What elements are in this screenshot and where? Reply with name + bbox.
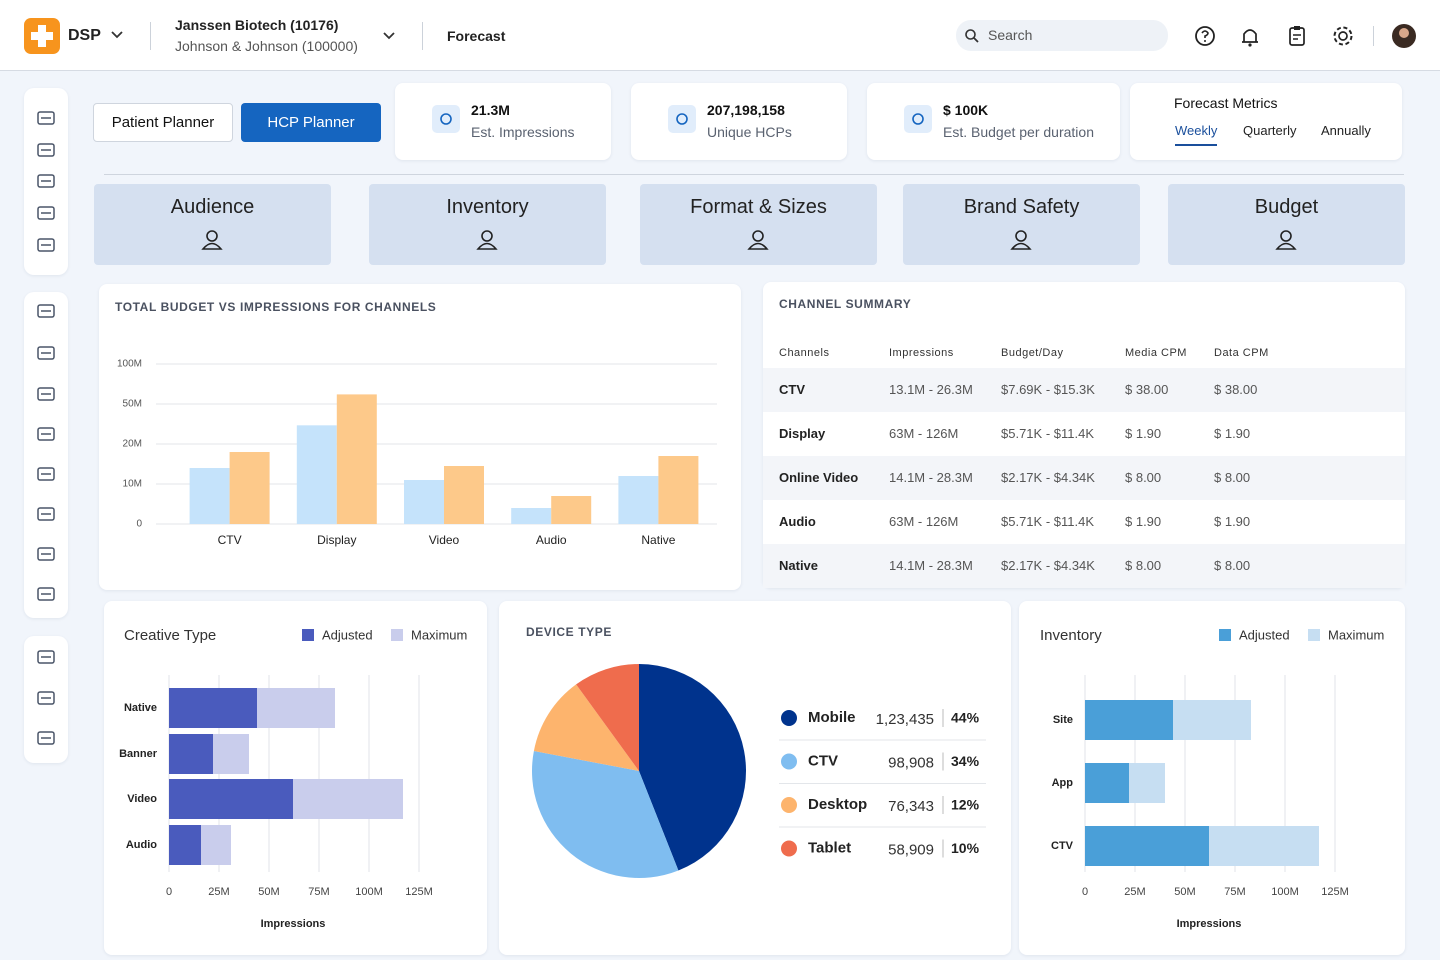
table-cell: $ 38.00 — [1214, 382, 1258, 397]
step-card[interactable] — [1168, 184, 1405, 265]
table-cell: $ 8.00 — [1214, 558, 1251, 573]
table-cell: Display — [779, 426, 826, 441]
step-card[interactable] — [94, 184, 331, 265]
sidebar-group — [24, 88, 68, 275]
stat-label: Est. Budget per duration — [943, 124, 1094, 140]
chart-card — [1019, 601, 1405, 955]
table-cell: $2.17K - $4.34K — [1001, 558, 1095, 573]
step-label: Budget — [1254, 196, 1319, 218]
column-header: Channels — [779, 347, 830, 359]
search-placeholder: Search — [988, 27, 1033, 43]
table-cell: $ 1.90 — [1214, 514, 1251, 529]
brand[interactable]: DSP — [68, 27, 101, 44]
stat-label: Unique HCPs — [707, 124, 792, 140]
table-cell: 14.1M - 28.3M — [889, 558, 973, 573]
table-cell: Audio — [779, 514, 816, 529]
stat-value: 21.3M — [471, 102, 510, 118]
stat-card — [631, 83, 847, 160]
search-icon — [965, 29, 979, 43]
table-cell: 14.1M - 28.3M — [889, 470, 973, 485]
table-cell: 63M - 126M — [889, 426, 959, 441]
stat-value: 207,198,158 — [707, 102, 785, 118]
chevron[interactable] — [110, 30, 124, 40]
table-row — [763, 544, 1405, 588]
table-cell: $7.69K - $15.3K — [1001, 382, 1095, 397]
table-card — [763, 282, 1405, 588]
table-cell: 13.1M - 26.3M — [889, 382, 973, 397]
planner-button[interactable]: HCP Planner — [241, 103, 381, 142]
table-cell: Native — [779, 558, 819, 573]
chart-card — [99, 284, 741, 590]
logo[interactable] — [24, 18, 60, 54]
step-card[interactable] — [640, 184, 877, 265]
sidebar-group — [24, 292, 68, 618]
page-title: Forecast — [447, 28, 506, 44]
table-cell: $ 1.90 — [1214, 426, 1251, 441]
divider — [150, 22, 151, 50]
table-row — [763, 456, 1405, 500]
step-label: Inventory — [446, 196, 529, 218]
column-header: Budget/Day — [1001, 347, 1064, 359]
planner-button[interactable]: Patient Planner — [93, 103, 233, 142]
table-cell: $ 8.00 — [1125, 470, 1162, 485]
table-cell: $5.71K - $11.4K — [1001, 426, 1094, 441]
stat-icon — [432, 105, 460, 133]
table-cell: Online Video — [779, 470, 859, 485]
step-label: Audience — [170, 196, 255, 218]
organization[interactable]: Janssen Biotech (10176) — [175, 17, 339, 33]
column-header: Data CPM — [1214, 347, 1269, 359]
divider — [422, 22, 423, 50]
column-header: Media CPM — [1125, 347, 1187, 359]
table-cell: 63M - 126M — [889, 514, 959, 529]
table-cell: $5.71K - $11.4K — [1001, 514, 1094, 529]
forecast-metrics-title: Forecast Metrics — [1174, 95, 1278, 111]
table-cell: $2.17K - $4.34K — [1001, 470, 1095, 485]
logo-cross — [31, 32, 53, 40]
step-card[interactable] — [903, 184, 1140, 265]
table-cell: CTV — [779, 382, 805, 397]
stat-icon — [668, 105, 696, 133]
step-card[interactable] — [369, 184, 606, 265]
chevron[interactable] — [382, 31, 396, 41]
metric-tab[interactable]: Weekly — [1175, 123, 1218, 146]
step-label: Brand Safety — [963, 196, 1080, 218]
stat-label: Est. Impressions — [471, 124, 575, 140]
stat-card — [395, 83, 611, 160]
parent-organization: Johnson & Johnson (100000) — [175, 38, 358, 54]
table-title: CHANNEL SUMMARY — [779, 297, 912, 311]
stat-icon — [904, 105, 932, 133]
table-cell: $ 8.00 — [1125, 558, 1162, 573]
metric-tab[interactable]: Annually — [1321, 123, 1371, 138]
divider — [104, 174, 1404, 175]
table-cell: $ 1.90 — [1125, 426, 1162, 441]
table-cell: $ 38.00 — [1125, 382, 1169, 397]
step-label: Format & Sizes — [690, 196, 827, 218]
metric-tab[interactable]: Quarterly — [1243, 123, 1297, 138]
chart-card — [104, 601, 487, 955]
search-box[interactable]: Search — [956, 20, 1168, 51]
forecast-metrics-card — [1130, 83, 1402, 160]
chart-card — [499, 601, 1011, 955]
column-header: Impressions — [889, 347, 954, 359]
table-cell: $ 8.00 — [1214, 470, 1251, 485]
table-cell: $ 1.90 — [1125, 514, 1162, 529]
stat-value: $ 100K — [943, 102, 989, 118]
sidebar-group — [24, 636, 68, 763]
table-row — [763, 368, 1405, 412]
top-bar: DSP Janssen Biotech (10176) Johnson & Jo… — [0, 0, 1440, 71]
header-icons[interactable] — [1190, 20, 1430, 54]
